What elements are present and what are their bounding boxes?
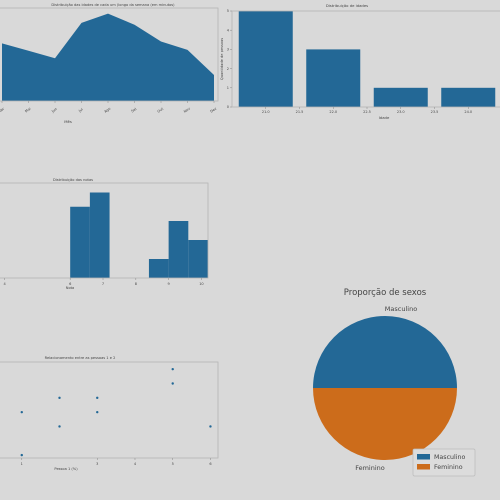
area-series-fill bbox=[2, 13, 214, 101]
scatter-x-tick-label-0: 1 bbox=[21, 462, 23, 466]
scatter-point-0 bbox=[20, 410, 23, 414]
area-x-tick-label-0: Abr bbox=[0, 106, 6, 113]
age-x-tick-label-5: 23.5 bbox=[431, 110, 439, 114]
area-x-tick-label-6: Out bbox=[157, 106, 165, 113]
age-bar-23 bbox=[373, 87, 428, 107]
grade-x-label: Nota bbox=[66, 286, 75, 290]
scatter-x-label: Pessoa 1 (%) bbox=[54, 467, 78, 471]
scatter-x-tick-label-1: 3 bbox=[96, 462, 98, 466]
area-x-tick-label-3: Jul bbox=[77, 107, 84, 113]
age-bar-24 bbox=[441, 87, 496, 107]
grade-x-tick-label-0: 4 bbox=[3, 282, 6, 286]
grade-bin-0 bbox=[70, 206, 90, 278]
pie-slice-masculino bbox=[313, 316, 457, 388]
age-y-label: Quantidade de pessoas bbox=[220, 38, 224, 80]
scatter-point-8 bbox=[20, 453, 23, 457]
pie-label-feminino: Feminino bbox=[355, 464, 385, 472]
grade-x-tick-label-1: 6 bbox=[69, 282, 71, 286]
area-x-label: Mês bbox=[64, 119, 72, 124]
scatter-point-4 bbox=[171, 382, 174, 385]
age-x-tick-label-0: 21.0 bbox=[262, 110, 270, 114]
age-x-tick-label-2: 22.0 bbox=[329, 110, 337, 114]
scatter-point-2 bbox=[96, 396, 99, 400]
area-x-tick-label-5: Set bbox=[130, 107, 138, 114]
scatter-point-1 bbox=[58, 396, 61, 400]
grade-x-tick-label-5: 10 bbox=[199, 282, 203, 286]
grade-x-tick-label-2: 7 bbox=[102, 282, 104, 286]
age-bar-22 bbox=[306, 49, 361, 107]
age-y-tick-label-1: 1 bbox=[227, 86, 229, 90]
scatter-point-3 bbox=[171, 367, 174, 371]
grade-bin-4 bbox=[188, 240, 208, 278]
pie-legend-label-feminino: Feminino bbox=[434, 464, 463, 471]
pie-label-masculino: Masculino bbox=[385, 305, 417, 313]
age-y-tick-label-5: 5 bbox=[227, 9, 229, 13]
area-chart-title: Distribuição das idades de cada um (long… bbox=[51, 3, 175, 7]
scatter-chart-frame bbox=[0, 361, 219, 459]
age-bar-21 bbox=[238, 11, 293, 107]
area-x-tick-label-8: Dez bbox=[210, 107, 218, 114]
age-chart-title: Distribuição de idades bbox=[326, 3, 368, 8]
age-x-label: Idade bbox=[379, 115, 390, 120]
scatter-x-tick-label-4: 6 bbox=[209, 462, 211, 466]
pie-legend-label-masculino: Masculino bbox=[434, 454, 466, 461]
scatter-x-tick-label-2: 4 bbox=[134, 462, 137, 466]
age-y-tick-label-2: 2 bbox=[227, 67, 229, 71]
age-x-tick-label-3: 22.5 bbox=[363, 110, 371, 114]
pie-slice-feminino bbox=[313, 388, 457, 460]
grade-bin-3 bbox=[168, 221, 189, 278]
grade-chart-title: Distribuição das notas bbox=[53, 178, 93, 182]
area-x-tick-label-1: Mai bbox=[24, 107, 31, 114]
age-x-tick-label-6: 24.0 bbox=[464, 110, 472, 114]
scatter-point-7 bbox=[209, 425, 212, 428]
scatter-x-tick-label-3: 5 bbox=[172, 462, 174, 466]
grade-x-tick-label-4: 9 bbox=[168, 282, 170, 286]
scatter-chart-title: Relacionamento entre as pessoas 1 e 2 bbox=[45, 356, 116, 360]
age-y-tick-label-4: 4 bbox=[227, 28, 230, 32]
pie-legend-swatch-masculino bbox=[417, 454, 430, 460]
pie-legend-swatch-feminino bbox=[417, 464, 430, 470]
scatter-point-6 bbox=[58, 425, 61, 428]
grade-bin-2 bbox=[148, 259, 169, 278]
grade-bin-1 bbox=[89, 192, 110, 278]
age-x-tick-label-4: 23.0 bbox=[397, 110, 405, 114]
scatter-point-5 bbox=[96, 410, 99, 414]
area-x-tick-label-2: Jun bbox=[50, 107, 58, 114]
area-x-tick-label-7: Nov bbox=[183, 107, 191, 114]
age-y-tick-label-0: 0 bbox=[227, 105, 229, 109]
age-y-tick-label-3: 3 bbox=[227, 48, 229, 52]
area-x-tick-label-4: Ago bbox=[104, 107, 112, 114]
age-x-tick-label-1: 21.5 bbox=[296, 110, 304, 114]
grade-x-tick-label-3: 8 bbox=[135, 282, 137, 286]
pie-chart-title: Proporção de sexos bbox=[344, 288, 427, 298]
